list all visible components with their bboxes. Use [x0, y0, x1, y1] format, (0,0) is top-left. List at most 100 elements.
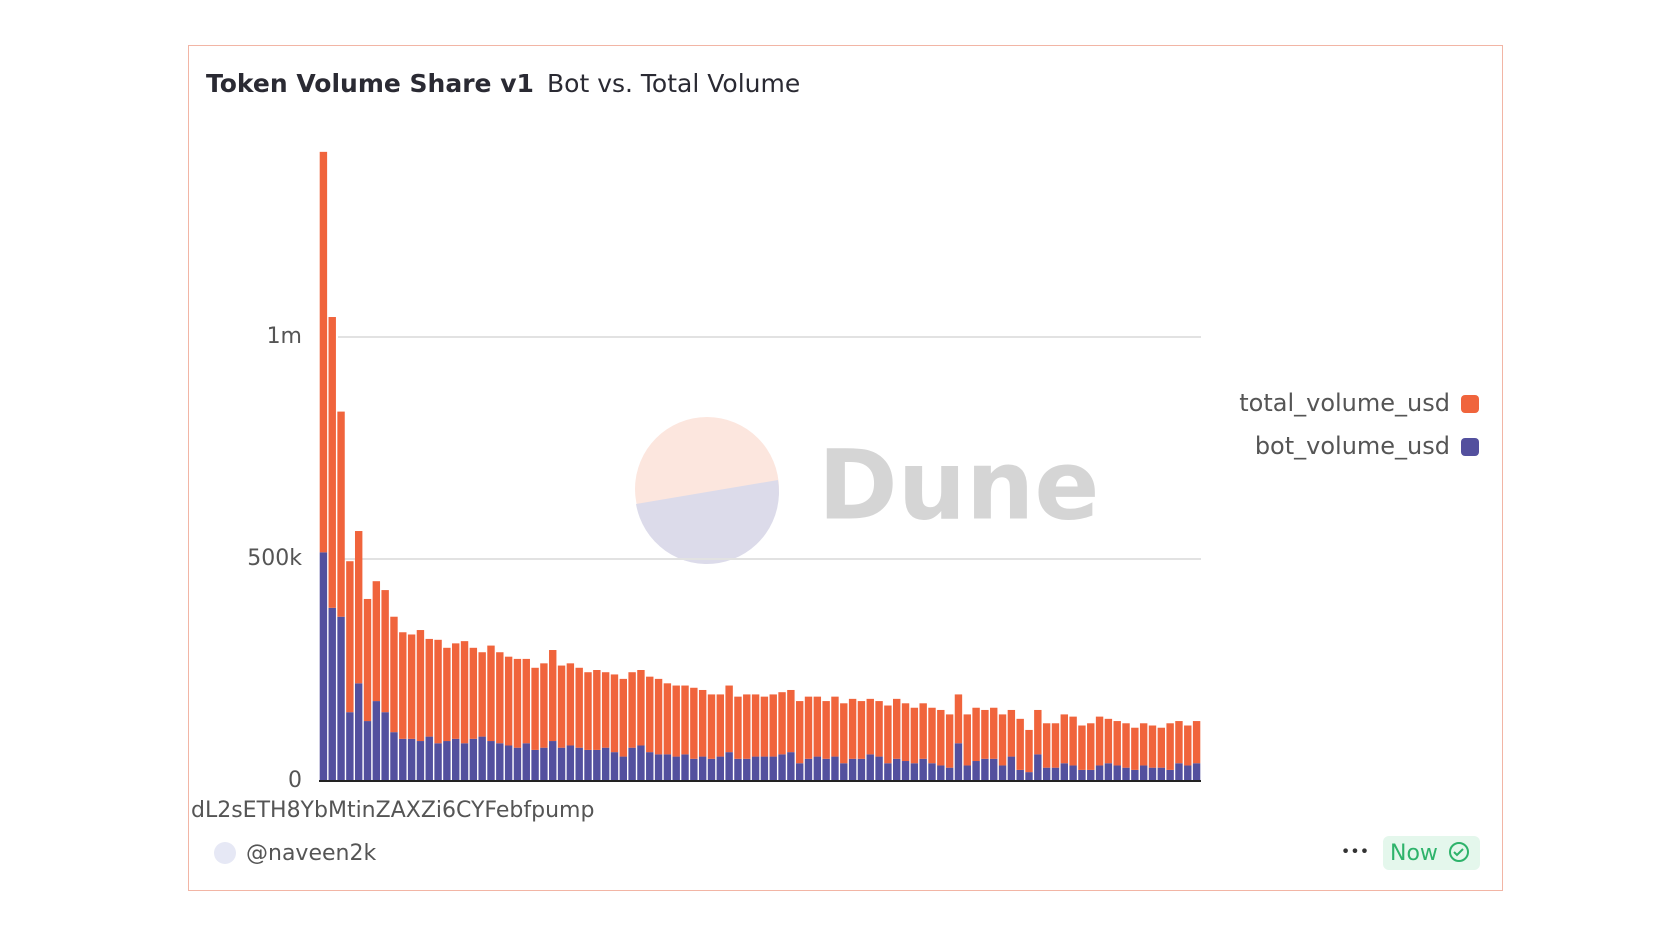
bar-segment	[1148, 725, 1157, 768]
status-icon	[1449, 842, 1469, 862]
legend-label: total_volume_usd	[1239, 389, 1450, 417]
bar-segment	[681, 754, 689, 781]
bar-segment	[637, 745, 645, 781]
bar-segment	[460, 743, 469, 781]
bar-segment	[1184, 725, 1192, 766]
bar-segment	[319, 151, 328, 553]
bar-segment	[601, 747, 610, 781]
bar-segment	[487, 645, 495, 742]
bar-segment	[363, 598, 372, 722]
bar-segment	[760, 696, 769, 757]
bar-segment	[1007, 756, 1016, 781]
bar-segment	[354, 531, 363, 684]
bar-segment	[478, 736, 486, 781]
bar-segment	[990, 707, 998, 759]
status-check	[1453, 848, 1464, 857]
bar-segment	[1148, 767, 1157, 781]
bar-segment	[804, 696, 813, 759]
bar-segment	[328, 607, 336, 781]
bar-segment	[593, 670, 601, 750]
bar-segment	[628, 672, 636, 748]
bar-segment	[443, 647, 451, 742]
bar-segment	[337, 411, 345, 617]
bar-segment	[1166, 769, 1174, 781]
bar-segment	[707, 758, 716, 781]
bar-segment	[1087, 769, 1095, 781]
author[interactable]: @naveen2k	[246, 841, 376, 866]
bar-segment	[328, 317, 336, 608]
bar-segment	[857, 758, 866, 781]
bar-segment	[928, 707, 936, 764]
bar-segment	[654, 678, 663, 755]
bar-segment	[434, 743, 442, 781]
bar-segment	[1051, 723, 1060, 768]
bar-segment	[584, 672, 592, 750]
bar-segment	[866, 754, 874, 781]
bar-segment	[901, 761, 910, 781]
bar-segment	[954, 694, 963, 744]
bar-segment	[857, 701, 866, 759]
bar-segment	[1157, 767, 1166, 781]
bar-segment	[549, 650, 557, 742]
bar-segment	[663, 754, 672, 781]
bar-segment	[522, 658, 530, 744]
bar-segment	[346, 561, 354, 713]
bar-segment	[646, 676, 654, 753]
bar-segment	[1034, 754, 1042, 781]
bar-segment	[848, 758, 857, 781]
bar-segment	[1016, 718, 1024, 770]
bar-segment	[610, 752, 619, 781]
bar-segment	[557, 747, 566, 781]
bar-segment	[1131, 727, 1139, 770]
bar-segment	[540, 747, 548, 781]
bar-segment	[513, 747, 522, 781]
bar-segment	[663, 683, 672, 755]
bar-segment	[937, 765, 945, 781]
bar-segment	[1192, 763, 1201, 781]
bar-segment	[1184, 765, 1192, 781]
bar-segment	[901, 703, 910, 762]
bar-segment	[654, 754, 663, 781]
bar-segment	[469, 738, 478, 781]
bar-segment	[787, 689, 795, 753]
status: Now	[1390, 841, 1438, 866]
bar-segment	[998, 714, 1007, 766]
bar-segment	[716, 694, 725, 757]
bar-segment	[972, 761, 980, 781]
bar-segment	[751, 756, 760, 781]
bar-segment	[963, 765, 971, 781]
avatar	[214, 842, 236, 864]
bar-segment	[760, 756, 769, 781]
bar-segment	[1007, 709, 1016, 757]
bar-segment	[496, 652, 504, 744]
bar-segment	[1069, 716, 1077, 766]
bar-segment	[1087, 723, 1095, 770]
bar-segment	[831, 756, 839, 781]
bar-segment	[531, 749, 539, 781]
bar-segment	[504, 656, 513, 746]
bar-segment	[390, 616, 398, 733]
watermark: Dune	[635, 417, 1099, 565]
bar-segment	[1175, 721, 1183, 764]
bar-segment	[646, 752, 654, 781]
bar-segment	[795, 763, 804, 781]
bar-segment	[972, 707, 980, 762]
x-tick-label: dL2sETH8YbMtinZAXZi6CYFebfpump	[191, 798, 594, 823]
watermark-logo	[635, 417, 779, 561]
bar-segment	[672, 756, 680, 781]
bar-segment	[998, 765, 1007, 781]
y-tick-label: 500k	[247, 546, 302, 571]
bar-segment	[637, 670, 645, 746]
watermark-text: Dune	[818, 429, 1099, 541]
bar-segment	[840, 763, 848, 781]
bar-segment	[1166, 723, 1174, 770]
bar-segment	[884, 763, 892, 781]
bar-segment	[1122, 723, 1130, 768]
bar-segment	[822, 758, 830, 781]
menu-button[interactable]: •••	[1341, 842, 1369, 861]
bar-segment	[1069, 765, 1077, 781]
bar-segment	[1051, 767, 1060, 781]
bar-segment	[319, 552, 328, 781]
